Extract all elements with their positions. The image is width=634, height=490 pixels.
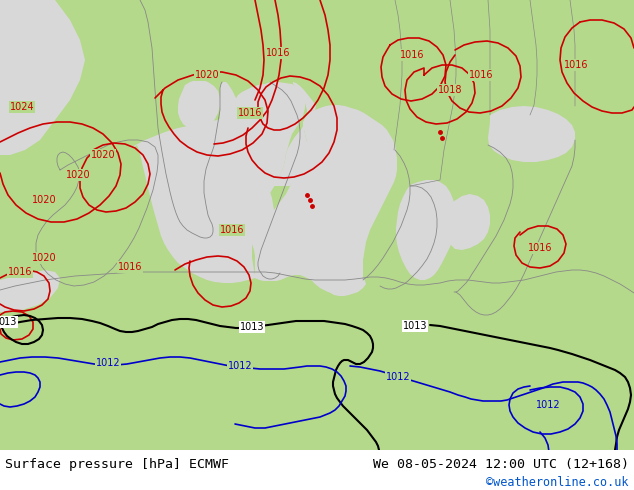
Text: 1016: 1016 xyxy=(564,60,588,70)
Text: 1016: 1016 xyxy=(400,50,424,60)
Text: 1016: 1016 xyxy=(8,267,32,277)
Polygon shape xyxy=(130,82,305,283)
Text: 1016: 1016 xyxy=(266,48,290,58)
Text: 013: 013 xyxy=(0,317,17,327)
Text: 1012: 1012 xyxy=(385,372,410,382)
Text: 1016: 1016 xyxy=(527,243,552,253)
Text: 1012: 1012 xyxy=(228,361,252,371)
Polygon shape xyxy=(488,106,575,162)
Polygon shape xyxy=(178,80,220,130)
Polygon shape xyxy=(0,270,60,312)
Text: 1020: 1020 xyxy=(32,253,56,263)
Polygon shape xyxy=(0,0,85,155)
Text: 1020: 1020 xyxy=(91,150,115,160)
Text: 1016: 1016 xyxy=(118,262,142,272)
Text: Surface pressure [hPa] ECMWF: Surface pressure [hPa] ECMWF xyxy=(5,458,229,470)
Text: 1013: 1013 xyxy=(240,322,264,332)
Text: 1012: 1012 xyxy=(96,358,120,368)
Text: 1018: 1018 xyxy=(437,85,462,95)
Text: 1016: 1016 xyxy=(238,108,262,118)
Text: 1020: 1020 xyxy=(195,70,219,80)
Text: 1012: 1012 xyxy=(536,400,560,410)
Polygon shape xyxy=(255,105,397,296)
Text: 1024: 1024 xyxy=(10,102,34,112)
Polygon shape xyxy=(213,82,285,281)
Text: 1013: 1013 xyxy=(403,321,427,331)
Polygon shape xyxy=(310,272,366,295)
Text: 1020: 1020 xyxy=(32,195,56,205)
Polygon shape xyxy=(396,180,456,280)
Polygon shape xyxy=(273,82,316,186)
Polygon shape xyxy=(446,194,490,250)
Polygon shape xyxy=(0,0,634,450)
Text: 1016: 1016 xyxy=(220,225,244,235)
Text: 1016: 1016 xyxy=(469,70,493,80)
Text: We 08-05-2024 12:00 UTC (12+168): We 08-05-2024 12:00 UTC (12+168) xyxy=(373,458,629,470)
Text: 1020: 1020 xyxy=(66,170,90,180)
Text: ©weatheronline.co.uk: ©weatheronline.co.uk xyxy=(486,476,629,490)
